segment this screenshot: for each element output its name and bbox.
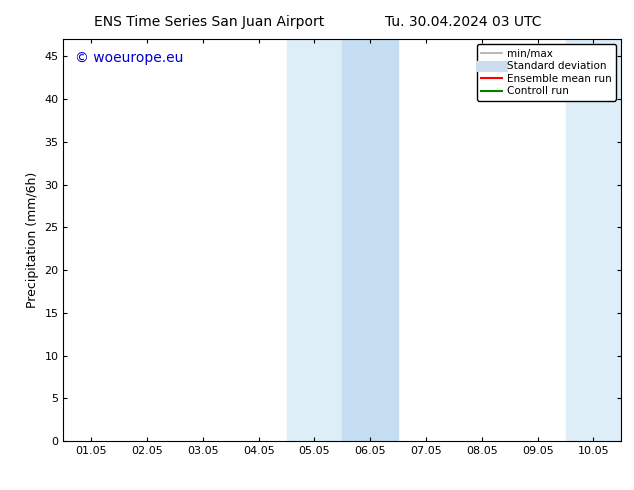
Legend: min/max, Standard deviation, Ensemble mean run, Controll run: min/max, Standard deviation, Ensemble me… xyxy=(477,45,616,100)
Bar xyxy=(566,39,621,441)
Text: Tu. 30.04.2024 03 UTC: Tu. 30.04.2024 03 UTC xyxy=(385,15,541,29)
Y-axis label: Precipitation (mm/6h): Precipitation (mm/6h) xyxy=(26,172,39,308)
Text: ENS Time Series San Juan Airport: ENS Time Series San Juan Airport xyxy=(94,15,325,29)
Text: © woeurope.eu: © woeurope.eu xyxy=(75,51,183,65)
Bar xyxy=(287,39,342,441)
Bar xyxy=(342,39,398,441)
Bar xyxy=(621,39,634,441)
